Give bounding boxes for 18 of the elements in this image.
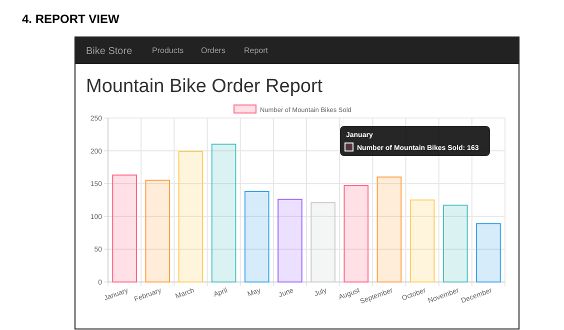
chart-title: Mountain Bike Order Report [86,76,324,97]
text: Products [152,46,184,55]
text: Report [244,46,269,55]
bar [178,150,204,282]
bar [476,223,501,282]
bar [244,190,270,282]
bar [211,144,236,282]
text: 4. REPORT VIEW [22,12,120,26]
text: Orders [201,46,226,55]
bar [145,180,170,282]
bar [278,198,302,282]
bar [112,174,137,282]
bar [376,176,402,282]
bar [344,185,369,282]
bar [310,202,336,282]
text: Bike Store [86,46,133,57]
bar [442,204,468,282]
bar [410,200,435,282]
